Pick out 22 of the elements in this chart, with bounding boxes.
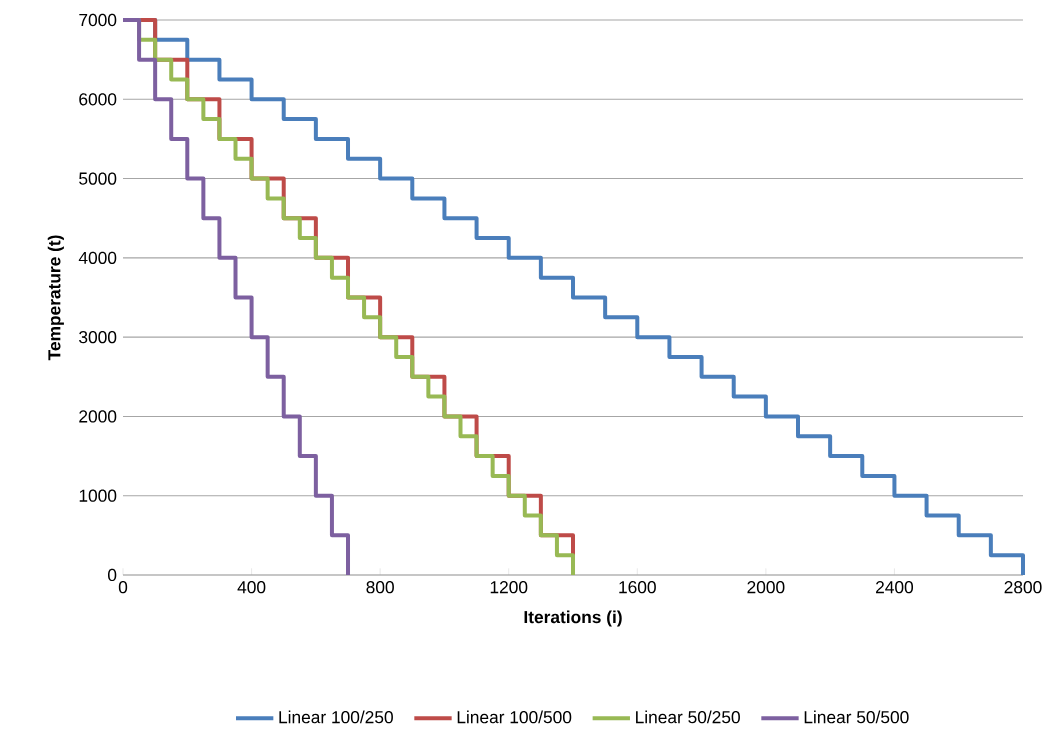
y-tick-label: 4000 xyxy=(78,251,117,264)
y-tick-label: 1000 xyxy=(79,489,117,502)
y-tick-label: 0 xyxy=(107,568,117,582)
x-tick-label: 1600 xyxy=(619,581,656,594)
x-tick-label: 800 xyxy=(366,581,394,594)
legend-label: Linear 100/250 xyxy=(279,710,393,724)
y-tick-label: 3000 xyxy=(79,330,117,344)
x-tick-label: 0 xyxy=(118,581,128,594)
x-tick-label: 2000 xyxy=(747,581,785,594)
x-axis-title: Iterations (i) xyxy=(524,610,622,627)
y-tick-label: 6000 xyxy=(79,93,117,106)
y-tick-label: 5000 xyxy=(79,172,117,185)
y-tick-label: 7000 xyxy=(79,13,117,27)
x-tick-label: 2800 xyxy=(1004,581,1042,594)
x-tick-label: 2400 xyxy=(876,581,914,594)
legend-label: Linear 50/250 xyxy=(636,710,740,724)
x-tick-label: 1200 xyxy=(490,581,528,594)
legend-label: Linear 50/500 xyxy=(804,710,909,724)
y-tick-label: 2000 xyxy=(79,410,117,423)
x-tick-label: 400 xyxy=(237,581,266,594)
y-axis-title: Temperature (t) xyxy=(47,235,64,361)
legend-label: Linear 100/500 xyxy=(457,710,572,724)
